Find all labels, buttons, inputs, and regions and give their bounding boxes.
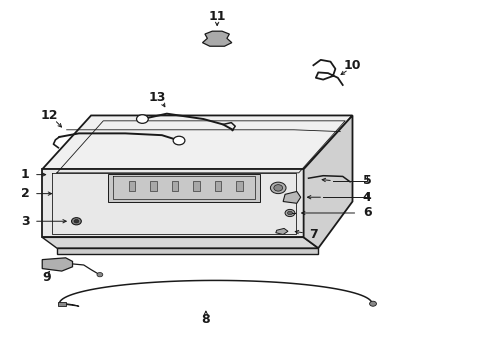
Text: 6: 6: [363, 207, 371, 220]
Text: 8: 8: [201, 312, 210, 326]
Circle shape: [137, 115, 148, 123]
Text: 10: 10: [344, 59, 361, 72]
Circle shape: [74, 220, 79, 223]
Text: 13: 13: [148, 91, 166, 104]
Circle shape: [288, 211, 293, 215]
Text: 11: 11: [208, 10, 226, 23]
Polygon shape: [42, 258, 73, 271]
Text: 2: 2: [21, 187, 29, 200]
Bar: [150, 181, 157, 192]
Text: 12: 12: [41, 109, 58, 122]
Bar: [236, 181, 243, 192]
Bar: [215, 181, 221, 192]
Circle shape: [369, 301, 376, 306]
Bar: [58, 302, 66, 306]
Polygon shape: [42, 237, 318, 248]
Circle shape: [285, 210, 295, 217]
Text: 5: 5: [363, 174, 371, 187]
Text: 3: 3: [21, 215, 29, 228]
Circle shape: [173, 136, 185, 145]
Polygon shape: [57, 248, 318, 253]
Circle shape: [270, 182, 286, 194]
Polygon shape: [276, 228, 288, 234]
Circle shape: [72, 218, 81, 225]
Polygon shape: [108, 174, 260, 202]
Polygon shape: [42, 169, 304, 237]
Circle shape: [97, 273, 103, 277]
Polygon shape: [283, 192, 301, 203]
Text: 7: 7: [309, 228, 318, 241]
Text: 1: 1: [21, 168, 29, 181]
Text: 9: 9: [43, 271, 51, 284]
Polygon shape: [202, 31, 232, 46]
Bar: [193, 181, 199, 192]
Bar: [172, 181, 178, 192]
Bar: [129, 181, 135, 192]
Polygon shape: [42, 116, 352, 169]
Text: 4: 4: [363, 192, 371, 204]
Polygon shape: [304, 116, 352, 248]
Circle shape: [274, 185, 283, 191]
